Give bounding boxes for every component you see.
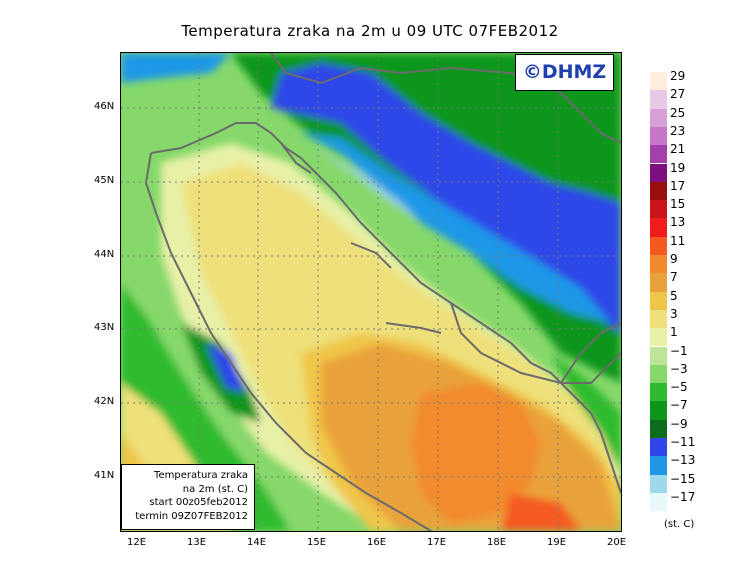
legend-swatch — [650, 72, 667, 91]
lon-label-13e: 13E — [187, 537, 207, 548]
legend-label: −13 — [670, 453, 696, 468]
lat-label-41n: 41N — [94, 470, 115, 481]
legend-swatch — [650, 218, 667, 237]
info-line-units: na 2m (st. C) — [182, 483, 248, 495]
legend-swatch — [650, 126, 667, 146]
legend-label: −7 — [670, 398, 688, 413]
lat-label-42n: 42N — [94, 396, 115, 407]
legend-label: 21 — [670, 142, 686, 157]
legend-label: −17 — [670, 489, 696, 504]
legend-label: 9 — [670, 252, 678, 266]
legend-swatch — [650, 474, 667, 493]
legend-units: (st. C) — [664, 519, 695, 530]
temperature-map — [120, 52, 622, 532]
legend-label: −3 — [670, 361, 688, 376]
legend-label: 19 — [670, 160, 686, 175]
lat-label-44n: 44N — [94, 249, 115, 260]
legend-swatch — [650, 273, 667, 292]
legend-label: 3 — [670, 306, 678, 321]
legend-label: 25 — [670, 105, 686, 120]
legend-swatch — [650, 383, 667, 402]
lon-label-12e: 12E — [127, 537, 147, 548]
lon-label-17e: 17E — [427, 537, 447, 548]
legend-swatch — [650, 456, 667, 475]
legend-swatch — [650, 438, 667, 457]
legend-swatch — [650, 328, 667, 347]
legend-label: 1 — [670, 325, 678, 340]
legend-label: −9 — [670, 416, 688, 431]
legend-swatch — [650, 419, 667, 438]
legend-label: −11 — [670, 435, 696, 449]
info-line-termin: termin 09Z07FEB2012 — [135, 510, 248, 522]
lon-label-14e: 14E — [247, 537, 267, 548]
lon-label-18e: 18E — [487, 537, 507, 548]
lat-label-43n: 43N — [94, 322, 115, 333]
legend-swatch — [650, 255, 667, 274]
legend-label: 13 — [670, 215, 686, 230]
legend-swatch — [650, 291, 667, 310]
lon-label-19e: 19E — [547, 537, 567, 548]
legend-label: 29 — [670, 69, 686, 83]
legend-swatch — [650, 145, 667, 164]
info-line-title: Temperatura zraka — [154, 470, 248, 481]
legend-swatch — [650, 200, 667, 219]
legend-swatch — [650, 492, 667, 512]
legend-swatch — [650, 309, 667, 329]
legend-label: 7 — [670, 270, 678, 285]
legend-label: −1 — [670, 343, 688, 358]
legend-label: 5 — [670, 288, 678, 303]
lat-label-45n: 45N — [94, 175, 115, 186]
lon-label-16e: 16E — [367, 537, 387, 548]
legend-label: −5 — [670, 380, 688, 395]
info-line-start: start 00z05feb2012 — [149, 497, 248, 508]
legend-swatch — [650, 236, 667, 255]
legend-label: 17 — [670, 178, 686, 193]
lon-label-20e: 20E — [607, 537, 627, 548]
dhmz-logo: ©DHMZ — [515, 54, 614, 91]
legend-swatch — [650, 90, 667, 109]
legend-swatch — [650, 181, 667, 201]
lon-label-15e: 15E — [307, 537, 327, 548]
legend-label: 15 — [670, 197, 686, 212]
legend-swatch — [650, 364, 667, 384]
legend-label: 27 — [670, 87, 686, 102]
legend-swatch — [650, 108, 667, 127]
legend-swatch — [650, 401, 667, 420]
legend-label: 23 — [670, 123, 686, 138]
legend-swatch — [650, 346, 667, 365]
legend-label: 11 — [670, 233, 686, 248]
lat-label-46n: 46N — [94, 101, 115, 112]
legend-label: −15 — [670, 471, 696, 486]
info-box: Temperatura zraka na 2m (st. C) start 00… — [121, 464, 255, 530]
legend-swatch — [650, 163, 667, 182]
map-title: Temperatura zraka na 2m u 09 UTC 07FEB20… — [181, 22, 559, 40]
map-canvas — [121, 53, 621, 531]
